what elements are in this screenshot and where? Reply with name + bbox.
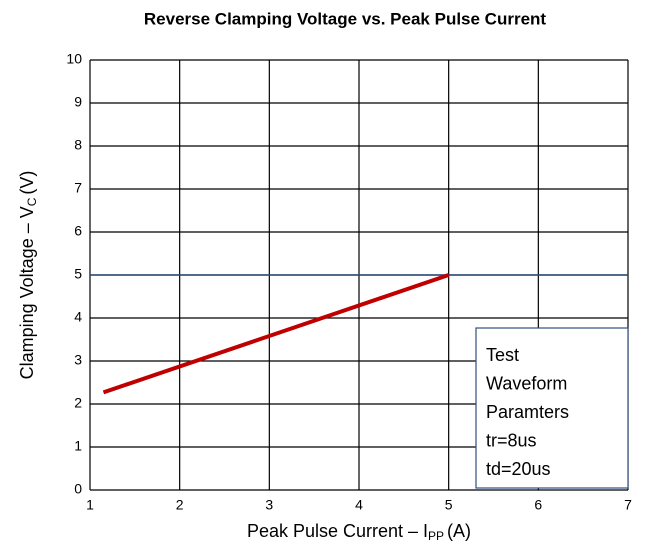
y-tick-label: 1	[74, 438, 82, 454]
y-tick-label: 3	[74, 352, 82, 368]
x-axis-label-sub: PP	[428, 529, 444, 543]
x-tick-label: 5	[445, 497, 453, 513]
y-axis-label-text: Clamping Voltage – V	[17, 206, 37, 379]
annotation-text: tr=8us	[486, 430, 537, 450]
x-axis-label: Peak Pulse Current – IPP (A)	[247, 521, 471, 543]
y-tick-label: 9	[74, 94, 82, 110]
x-axis-label-suffix: (A)	[447, 521, 471, 541]
annotation-text: Waveform	[486, 373, 567, 393]
y-tick-label: 6	[74, 223, 82, 239]
x-tick-label: 3	[265, 497, 273, 513]
y-tick-label: 8	[74, 137, 82, 153]
x-tick-label: 2	[176, 497, 184, 513]
y-axis-label-suffix: (V)	[17, 171, 37, 195]
y-tick-label: 2	[74, 395, 82, 411]
x-tick-label: 6	[534, 497, 542, 513]
y-tick-label: 0	[74, 481, 82, 497]
y-tick-label: 4	[74, 309, 82, 325]
chart-title: Reverse Clamping Voltage vs. Peak Pulse …	[144, 9, 547, 28]
annotation-text: td=20us	[486, 459, 551, 479]
line	[102, 273, 450, 395]
y-axis-label: Clamping Voltage – VC (V)	[17, 171, 39, 380]
x-tick-label: 1	[86, 497, 94, 513]
y-tick-label: 7	[74, 180, 82, 196]
annotation-text: Test	[486, 345, 519, 365]
x-axis-label-text: Peak Pulse Current – I	[247, 521, 428, 541]
y-axis-label-sub: C	[25, 197, 39, 206]
x-tick-label: 7	[624, 497, 632, 513]
x-tick-label: 4	[355, 497, 363, 513]
annotation-text: Paramters	[486, 402, 569, 422]
annotation-box	[475, 327, 629, 489]
y-tick-label: 10	[66, 51, 82, 67]
y-tick-label: 5	[74, 266, 82, 282]
